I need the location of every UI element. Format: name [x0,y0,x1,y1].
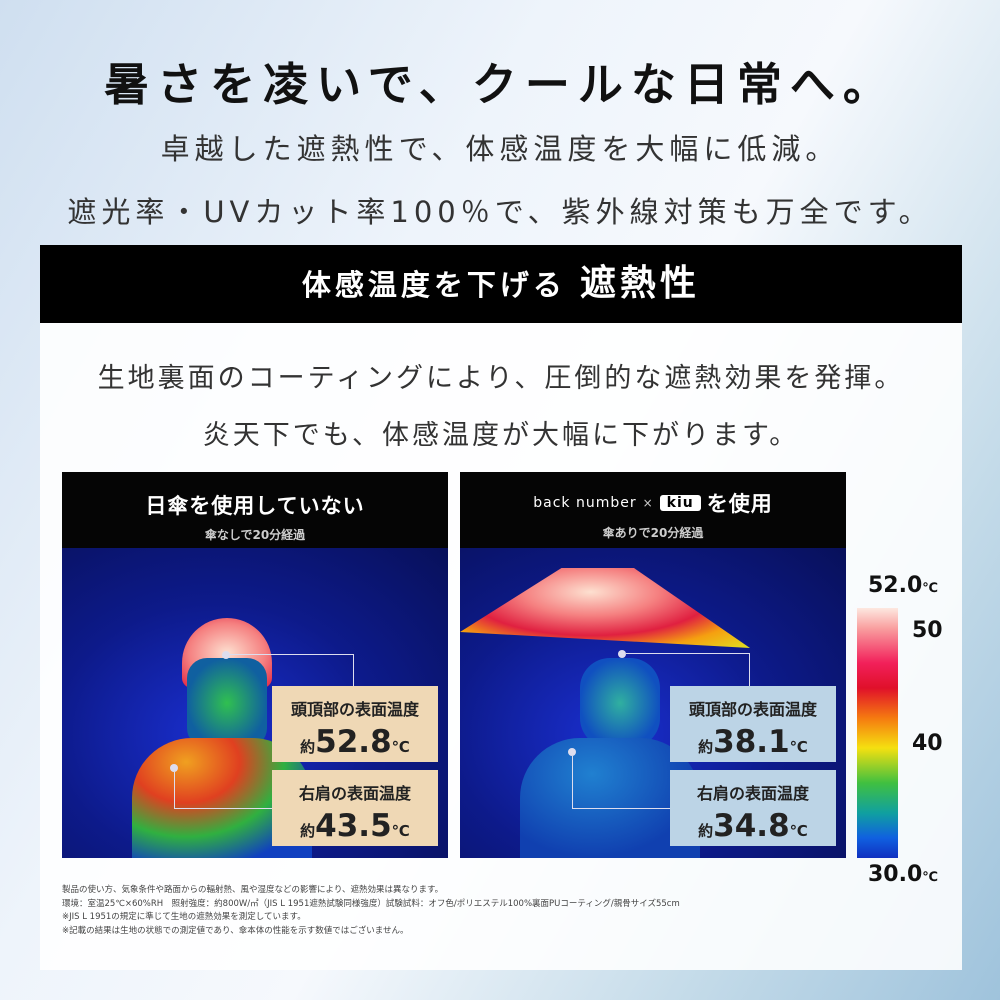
unit: ℃ [922,870,939,885]
image-title: を使用 [706,492,773,516]
unit: ℃ [391,822,410,840]
scale-max-value: 52.0 [868,573,923,598]
scale-max: 52.0℃ [868,573,938,598]
shoulder-temp-value: 34.8 [713,808,790,844]
thermal-image-with-umbrella: back number × kiu を使用 傘ありで20分経過 頭頂部の表面温度… [460,472,846,858]
scale-tick-40: 40 [912,731,943,756]
banner-prefix: 体感温度を下げる [301,268,566,302]
shoulder-temp-label: 右肩の表面温度 [696,784,809,803]
banner-emphasis: 遮熱性 [580,263,701,304]
head-temp-box: 頭頂部の表面温度 約38.1℃ [670,686,836,762]
unit: ℃ [789,738,808,756]
head-temp-value: 52.8 [315,724,392,760]
footnote: 環境：室温25℃×60%RH 照射強度：約800W/㎡（JIS L 1951遮熱… [62,898,680,909]
footnote: ※JIS L 1951の規定に準じて生地の遮熱効果を測定しています。 [62,912,306,922]
thermal-image-no-umbrella: 日傘を使用していない 傘なしで20分経過 頭頂部の表面温度 約52.8℃ 右肩の… [62,472,448,858]
head-temp-box: 頭頂部の表面温度 約52.8℃ [272,686,438,762]
shoulder-temp-label: 右肩の表面温度 [298,784,411,803]
subline-2: 遮光率・UVカット率100％で、紫外線対策も万全です。 [67,195,933,229]
subline-1: 卓越した遮熱性で、体感温度を大幅に低減。 [160,132,840,166]
unit: ℃ [922,581,939,596]
section-banner: 体感温度を下げる 遮熱性 [40,245,962,323]
image-subtitle: 傘ありで20分経過 [602,526,704,540]
scale-min: 30.0℃ [868,862,938,887]
footnote: 製品の使い方、気象条件や路面からの輻射熱、風や湿度などの影響により、遮熱効果は異… [62,885,444,895]
shoulder-temp-box: 右肩の表面温度 約43.5℃ [272,770,438,846]
description-2: 炎天下でも、体感温度が大幅に下がります。 [202,420,800,451]
image-title: 日傘を使用していない [145,494,365,518]
headline: 暑さを凌いで、クールな日常へ。 [104,58,896,111]
unit: ℃ [391,738,410,756]
image-header: back number × kiu を使用 傘ありで20分経過 [460,472,846,548]
approx-label: 約 [300,738,316,756]
footnote: ※記載の結果は生地の状態での測定値であり、傘本体の性能を示す数値ではございません… [62,925,409,936]
thermal-photo: 頭頂部の表面温度 約52.8℃ 右肩の表面温度 約43.5℃ [62,548,448,858]
cross-mark: × [642,496,654,510]
image-subtitle: 傘なしで20分経過 [204,528,306,542]
scale-min-value: 30.0 [868,862,923,887]
approx-label: 約 [698,738,714,756]
shoulder-temp-value: 43.5 [315,808,392,844]
thermal-photo: 頭頂部の表面温度 約38.1℃ 右肩の表面温度 約34.8℃ [460,548,846,858]
approx-label: 約 [300,822,316,840]
approx-label: 約 [698,822,714,840]
head-temp-label: 頭頂部の表面温度 [290,700,419,719]
head-temp-value: 38.1 [713,724,790,760]
description-1: 生地裏面のコーティングにより、圧倒的な遮熱効果を発揮。 [97,363,905,394]
image-header: 日傘を使用していない 傘なしで20分経過 [62,472,448,548]
unit: ℃ [789,822,808,840]
brand-name: back number [533,495,637,511]
temperature-color-scale [857,608,898,858]
scale-tick-50: 50 [912,618,943,643]
shoulder-temp-box: 右肩の表面温度 約34.8℃ [670,770,836,846]
head-temp-label: 頭頂部の表面温度 [688,700,817,719]
footnotes: 製品の使い方、気象条件や路面からの輻射熱、風や湿度などの影響により、遮熱効果は異… [62,884,680,938]
kiu-logo: kiu [659,495,701,511]
